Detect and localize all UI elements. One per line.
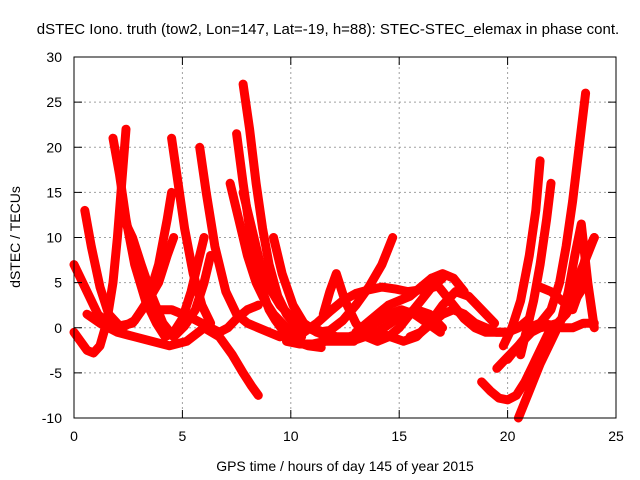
x-tick-label: 25 — [608, 428, 624, 444]
y-tick-label: -5 — [50, 365, 63, 381]
series-8 — [195, 142, 285, 342]
x-tick-label: 5 — [179, 428, 187, 444]
y-tick-label: 5 — [54, 275, 62, 291]
x-tick-label: 0 — [70, 428, 78, 444]
ticks — [73, 56, 617, 419]
x-tick-label: 15 — [391, 428, 407, 444]
y-tick-label: -10 — [42, 410, 62, 426]
y-tick-labels: -10 -5 0 5 10 15 20 25 30 — [42, 49, 62, 426]
series-layer — [69, 79, 599, 423]
series-7 — [167, 133, 216, 328]
series-25 — [498, 156, 545, 351]
series-18 — [308, 305, 445, 342]
y-tick-label: 10 — [46, 230, 62, 246]
y-tick-label: 0 — [54, 320, 62, 336]
series-31 — [503, 318, 599, 364]
y-tick-label: 25 — [46, 94, 62, 110]
series-24 — [477, 323, 556, 405]
y-tick-label: 15 — [46, 184, 62, 200]
series-17 — [318, 269, 448, 346]
series-1 — [69, 124, 131, 358]
series-13 — [82, 309, 263, 400]
y-tick-label: 20 — [46, 139, 62, 155]
y-tick-label: 30 — [46, 49, 62, 65]
y-axis-label: dSTEC / TECUs — [7, 186, 23, 288]
series-3 — [80, 205, 179, 331]
x-axis-label: GPS time / hours of day 145 of year 2015 — [216, 458, 474, 474]
series-11 — [225, 178, 307, 342]
x-tick-labels: 0 5 10 15 20 25 — [70, 428, 624, 444]
series-19 — [351, 269, 469, 337]
x-tick-label: 10 — [283, 428, 299, 444]
series-30 — [557, 219, 599, 333]
chart-title: dSTEC Iono. truth (tow2, Lon=147, Lat=-1… — [37, 21, 619, 38]
x-tick-label: 20 — [500, 428, 516, 444]
